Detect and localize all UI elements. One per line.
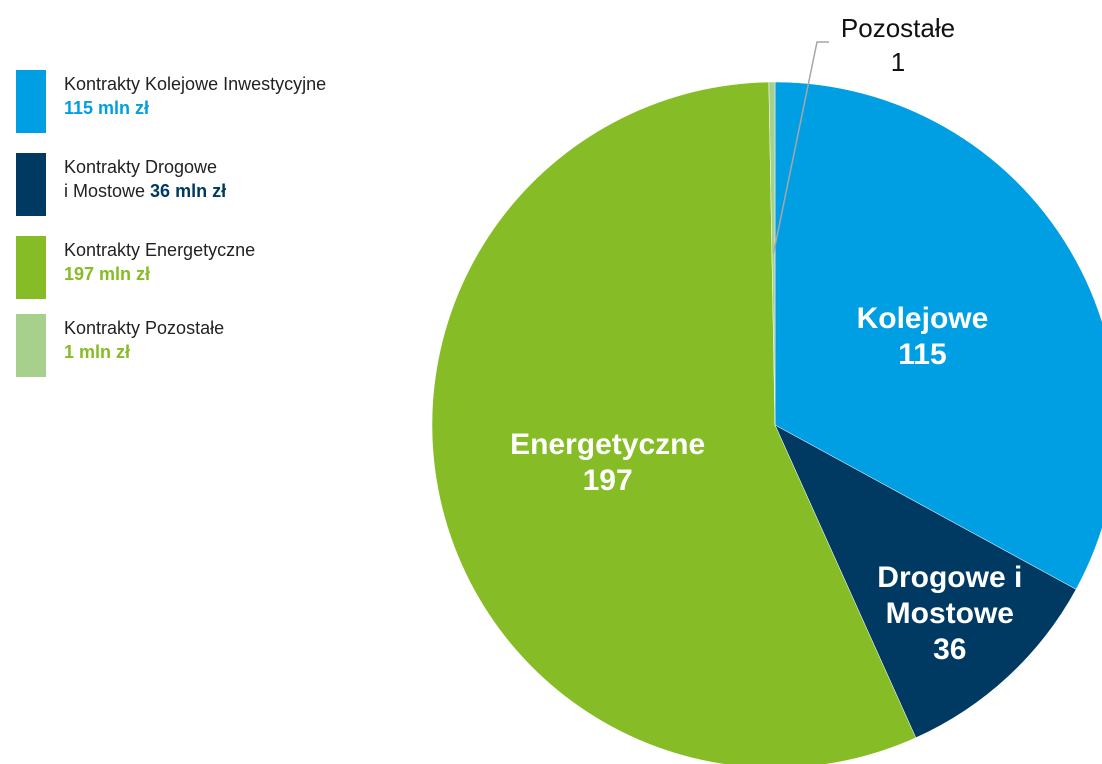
slice-name: Pozostałe <box>840 13 956 43</box>
legend-swatch <box>16 236 46 299</box>
legend-text: Kontrakty Drogowe i Mostowe 36 mln zł <box>64 155 226 216</box>
legend-item: Kontrakty Pozostałe 1 mln zł <box>16 314 224 377</box>
legend-label: Kontrakty Energetyczne <box>64 240 256 260</box>
slice-name: Kolejowe <box>856 302 989 336</box>
pie-slice <box>768 81 776 426</box>
legend-value: 1 mln zł <box>64 342 131 362</box>
pie-slice <box>774 424 1077 739</box>
slice-name: Drogowe i Mostowe <box>877 560 1023 630</box>
legend-swatch <box>16 70 46 133</box>
legend-item: Kontrakty Kolejowe Inwestycyjne 115 mln z… <box>16 70 326 133</box>
slice-label: Energetyczne 197 <box>448 427 768 499</box>
legend-label: i Mostowe <box>64 181 146 201</box>
legend-value: 115 mln zł <box>64 98 150 118</box>
slice-name: Energetyczne <box>510 427 706 461</box>
slice-value: 115 <box>898 338 947 372</box>
legend-value: 36 mln zł <box>150 181 227 201</box>
legend-swatch <box>16 314 46 377</box>
leader-line <box>772 41 829 254</box>
legend-text: Kontrakty Energetyczne 197 mln zł <box>64 238 255 299</box>
outside-label: Pozostałe 1 <box>798 11 998 79</box>
legend-item: Kontrakty Drogowe i Mostowe 36 mln zł <box>16 153 226 216</box>
legend-label: Kontrakty Drogowe <box>64 157 218 177</box>
pie-slice <box>431 81 917 764</box>
legend-label: Kontrakty Pozostałe <box>64 318 225 338</box>
slice-value: 197 <box>582 463 633 497</box>
legend-item: Kontrakty Energetyczne 197 mln zł <box>16 236 255 299</box>
pie-slice <box>774 81 1102 590</box>
slice-value: 36 <box>933 632 967 666</box>
legend-text: Kontrakty Kolejowe Inwestycyjne 115 mln z… <box>64 72 326 133</box>
legend-value: 197 mln zł <box>64 264 151 284</box>
legend-swatch <box>16 153 46 216</box>
slice-label: Drogowe i Mostowe 36 <box>860 560 1040 668</box>
legend-label: Kontrakty Kolejowe Inwestycyjne <box>64 74 327 94</box>
slice-value: 1 <box>890 47 906 77</box>
slice-label: Kolejowe 115 <box>772 301 1072 373</box>
legend-text: Kontrakty Pozostałe 1 mln zł <box>64 316 224 377</box>
